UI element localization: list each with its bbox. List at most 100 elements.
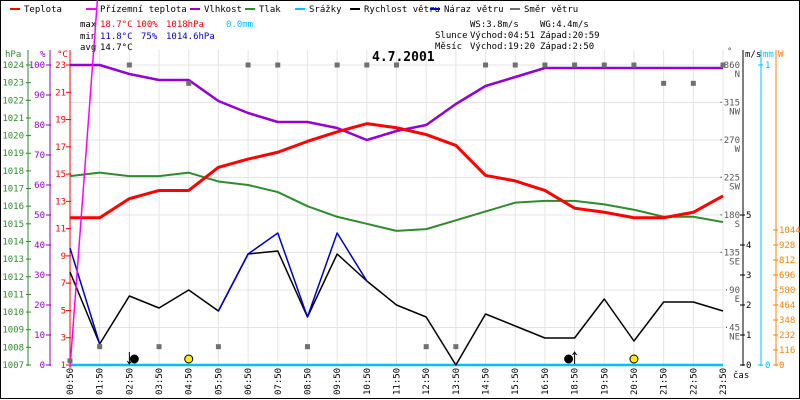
x-tick-label: 11:50	[393, 368, 403, 395]
dir-tick-label: ·45	[724, 324, 740, 334]
series-line-6	[69, 247, 101, 345]
dir-tick-label: ·135	[718, 249, 740, 259]
hpa-tick-label: 1016	[2, 202, 24, 212]
stats-min-pres: 1014.6hPa	[166, 32, 215, 42]
dir-tick-name: W	[735, 145, 741, 155]
x-tick-label: 08:50	[303, 368, 313, 395]
pct-unit: %	[40, 50, 46, 60]
pct-tick-label: 0	[40, 361, 45, 371]
wind-direction-marker	[334, 62, 340, 68]
legend-swatch	[190, 8, 200, 10]
legend: Teplota Přízemní teplota Vlhkost Tlak Srážky…	[10, 5, 578, 15]
x-tick-label: 01:50	[96, 368, 106, 395]
x-tick-label: 00:50	[66, 368, 76, 395]
sun-label: Slunce	[435, 31, 468, 41]
x-tick-label: 09:50	[333, 368, 343, 395]
dir-tick-label: ·315	[718, 99, 740, 109]
series-line-6	[217, 232, 368, 318]
ms-tick-label: 0	[746, 361, 751, 371]
pct-tick-label: 80	[34, 121, 45, 131]
wind-direction-marker	[215, 344, 221, 350]
dir-tick-label: ·270	[718, 136, 740, 146]
moon-rise: Východ:19:20	[470, 42, 535, 52]
ms-tick-label: 2	[746, 301, 751, 311]
dir-tick-name: S	[735, 220, 740, 230]
stats-min-hum: 75%	[141, 32, 158, 42]
w-unit: W	[778, 50, 784, 60]
wind-direction-marker	[720, 62, 726, 68]
x-tick-label: 02:50	[125, 368, 135, 395]
legend-label: Rychlost větru	[364, 5, 440, 15]
moon-label: Měsíc	[435, 42, 462, 52]
hpa-tick-label: 1017	[2, 185, 24, 195]
temp-tick-label: 11	[55, 225, 66, 235]
ms-tick-label: 3	[746, 271, 751, 281]
pct-tick-label: 90	[34, 91, 45, 101]
hpa-tick-label: 1020	[2, 132, 24, 142]
hpa-unit: hPa	[5, 50, 21, 60]
dir-unit: °	[727, 47, 732, 57]
stats-min-label: min	[80, 32, 96, 42]
hpa-tick-label: 1007	[2, 361, 24, 371]
moonrise-marker	[564, 354, 574, 364]
pct-tick-label: 30	[34, 271, 45, 281]
wind-speed-max: WS:3.8m/s	[470, 20, 519, 30]
time-axis-label: čas	[733, 370, 749, 381]
pct-tick-label: 100	[29, 61, 45, 71]
x-tick-label: 23:50	[719, 368, 729, 395]
legend-label: Přízemní teplota	[100, 5, 187, 15]
hpa-tick-label: 1022	[2, 96, 24, 106]
temp-tick-label: 23	[55, 61, 66, 71]
stats-max-pres: 1018hPa	[166, 20, 204, 30]
hpa-tick-label: 1023	[2, 79, 24, 89]
wind-direction-marker	[67, 358, 73, 364]
moon-set: Západ:2:50	[540, 42, 594, 52]
w-tick-label: 580	[779, 286, 795, 296]
wind-direction-marker	[97, 344, 103, 350]
wind-direction-marker	[631, 62, 637, 68]
moonrise-arrowhead-icon	[572, 351, 578, 356]
hpa-tick-label: 1008	[2, 343, 24, 353]
wind-direction-marker	[275, 62, 281, 68]
hpa-tick-label: 1013	[2, 255, 24, 265]
mm-tick-label: 1	[765, 61, 770, 71]
series-line-1	[69, 0, 99, 368]
temp-tick-label: 17	[55, 143, 66, 153]
axes: 1007100810091010101110121013101410151016…	[2, 50, 800, 371]
wind-direction-marker	[453, 344, 459, 350]
legend-swatch	[245, 8, 255, 10]
sun-set: Západ:20:59	[540, 31, 600, 41]
legend-swatch	[510, 8, 520, 10]
ms-unit: m/s	[745, 50, 761, 60]
w-tick-label: 232	[779, 331, 795, 341]
dir-tick-name: N	[735, 70, 740, 80]
stats-max-temp: 18.7°C	[100, 20, 133, 30]
hpa-tick-label: 1024	[2, 61, 24, 71]
x-tick-label: 10:50	[363, 368, 373, 395]
hpa-tick-label: 1019	[2, 149, 24, 159]
w-tick-label: 928	[779, 241, 795, 251]
wind-direction-marker	[364, 62, 370, 68]
legend-label: Tlak	[259, 5, 281, 15]
x-tick-label: 20:50	[630, 368, 640, 395]
wind-direction-marker	[690, 80, 696, 86]
temp-tick-label: 5	[61, 306, 66, 316]
stats-min-temp: 11.8°C	[100, 32, 133, 42]
wind-direction-marker	[512, 62, 518, 68]
pct-tick-label: 60	[34, 181, 45, 191]
x-tick-label: 03:50	[155, 368, 165, 395]
legend-label: Směr větru	[524, 5, 578, 15]
temp-tick-label: 9	[61, 252, 66, 262]
x-tick-label: 12:50	[422, 368, 432, 395]
hpa-tick-label: 1015	[2, 220, 24, 230]
wind-direction-marker	[572, 62, 578, 68]
legend-label: Srážky	[309, 5, 342, 15]
x-tick-label: 19:50	[600, 368, 610, 395]
wind-direction-marker	[156, 344, 162, 350]
wind-direction-marker	[394, 62, 399, 68]
wind-direction-marker	[661, 80, 667, 86]
temp-tick-label: 19	[55, 116, 66, 126]
w-tick-label: 464	[779, 301, 795, 311]
x-axis-labels: 00:50 01:50 02:50 03:50 04:50 05:50 06:50 07:50…	[66, 368, 729, 395]
